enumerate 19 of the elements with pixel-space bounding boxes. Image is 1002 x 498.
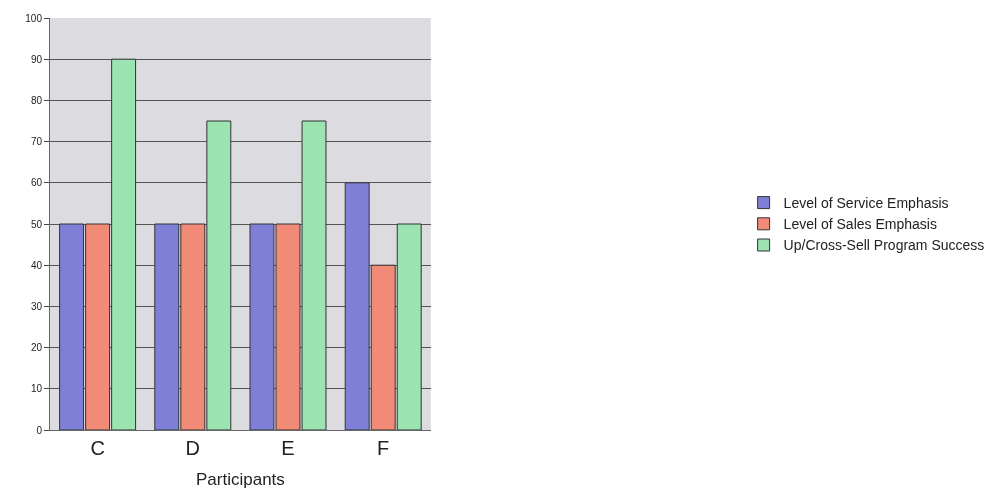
y-tick-label: 70 [30, 136, 43, 148]
legend-label: Up/Cross-Sell Program Success [783, 237, 985, 254]
y-tick-label: 80 [30, 94, 43, 106]
y-tick-label: 40 [30, 259, 43, 271]
y-tick-label: 20 [30, 342, 43, 354]
y-tick-label: 90 [30, 53, 43, 65]
x-tick-label: D [185, 437, 201, 459]
y-tick-label: 10 [30, 383, 43, 395]
x-tick-label: C [90, 437, 105, 459]
y-tick-label: 100 [25, 12, 43, 24]
y-tick-label: 50 [30, 218, 43, 230]
legend-label: Level of Service Emphasis [783, 195, 949, 212]
y-tick-label: 30 [30, 300, 43, 312]
y-tick-label: 60 [30, 177, 43, 189]
x-axis-title: Participants [195, 470, 285, 490]
x-tick-label: F [377, 437, 390, 459]
y-tick-label: 0 [36, 424, 43, 436]
legend-label: Level of Sales Emphasis [783, 216, 937, 233]
x-tick-label: E [281, 437, 295, 459]
